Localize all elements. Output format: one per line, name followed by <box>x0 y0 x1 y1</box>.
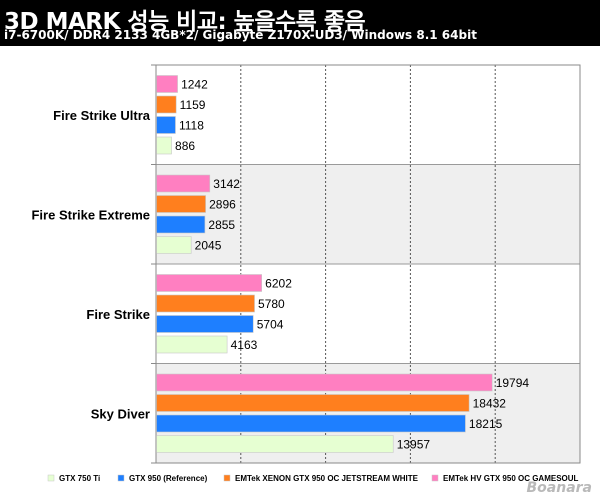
data-label-emtek-xenon-gtx-950-oc-jetstream-white-sky-diver: 18432 <box>473 397 507 411</box>
bar-emtek-xenon-gtx-950-oc-jetstream-white-fire-strike <box>156 294 255 313</box>
bar-emtek-hv-gtx-950-oc-gamesoul-sky-diver <box>156 373 493 392</box>
data-label-emtek-xenon-gtx-950-oc-jetstream-white-fire-strike: 5780 <box>258 297 285 311</box>
data-label-gtx-750-ti-sky-diver: 13957 <box>397 438 431 452</box>
legend-swatch-emtek-hv-gtx-950-oc-gamesoul <box>431 474 439 482</box>
bar-gtx-750-ti-sky-diver <box>156 435 394 453</box>
bar-emtek-hv-gtx-950-oc-gamesoul-fire-strike <box>156 274 262 292</box>
bar-emtek-xenon-gtx-950-oc-jetstream-white-fire-strike-ultra <box>156 95 177 114</box>
bar-gtx-750-ti-fire-strike-extreme <box>156 236 192 254</box>
legend-label-gtx-950-reference: GTX 950 (Reference) <box>129 474 208 483</box>
data-label-emtek-hv-gtx-950-oc-gamesoul-fire-strike-ultra: 1242 <box>181 78 208 92</box>
bar-emtek-xenon-gtx-950-oc-jetstream-white-sky-diver <box>156 394 470 412</box>
data-label-gtx-950-reference-fire-strike-ultra: 1118 <box>179 119 204 133</box>
legend-swatch-emtek-xenon-gtx-950-oc-jetstream-white <box>223 474 231 482</box>
bar-gtx-950-reference-fire-strike-extreme <box>156 215 206 234</box>
bar-gtx-950-reference-fire-strike <box>156 315 254 333</box>
chart-header: 3D MARK 성능 비교: 높을수록 좋음 i7-6700K/ DDR4 21… <box>0 0 600 46</box>
chart-title: 3D MARK 성능 비교: 높을수록 좋음 <box>4 9 366 35</box>
legend-label-emtek-xenon-gtx-950-oc-jetstream-white: EMTek XENON GTX 950 OC JETSTREAM WHITE <box>235 474 419 483</box>
data-label-gtx-750-ti-fire-strike-extreme: 2045 <box>195 239 222 253</box>
legend-swatch-gtx-950-reference <box>117 474 125 482</box>
category-label-fire-strike-extreme: Fire Strike Extreme <box>31 207 150 222</box>
bar-gtx-950-reference-fire-strike-ultra <box>156 116 176 134</box>
bar-emtek-hv-gtx-950-oc-gamesoul-fire-strike-ultra <box>156 75 178 93</box>
data-label-gtx-750-ti-fire-strike-ultra: 886 <box>175 139 195 153</box>
category-label-fire-strike-ultra: Fire Strike Ultra <box>53 108 151 123</box>
data-label-gtx-950-reference-fire-strike: 5704 <box>257 318 284 332</box>
data-label-gtx-950-reference-fire-strike-extreme: 2855 <box>208 218 235 232</box>
data-label-emtek-hv-gtx-950-oc-gamesoul-fire-strike-extreme: 3142 <box>213 177 240 191</box>
data-label-gtx-750-ti-fire-strike: 4163 <box>231 338 258 352</box>
watermark-logo: Boanara <box>526 480 592 496</box>
category-label-fire-strike: Fire Strike <box>86 307 150 322</box>
legend-swatch-gtx-750-ti <box>47 474 55 482</box>
legend-label-gtx-750-ti: GTX 750 Ti <box>59 474 100 483</box>
data-label-gtx-950-reference-sky-diver: 18215 <box>469 417 503 431</box>
bar-gtx-950-reference-sky-diver <box>156 414 466 433</box>
data-label-emtek-xenon-gtx-950-oc-jetstream-white-fire-strike-extreme: 2896 <box>209 198 236 212</box>
legend-label-emtek-hv-gtx-950-oc-gamesoul: EMTek HV GTX 950 OC GAMESOUL <box>443 474 579 483</box>
bar-emtek-xenon-gtx-950-oc-jetstream-white-fire-strike-extreme <box>156 195 206 213</box>
category-label-sky-diver: Sky Diver <box>91 406 150 421</box>
data-label-emtek-xenon-gtx-950-oc-jetstream-white-fire-strike-ultra: 1159 <box>180 98 206 112</box>
bar-gtx-750-ti-fire-strike <box>156 335 228 354</box>
chart-subtitle: i7-6700K/ DDR4 2133 4GB*2/ Gigabyte Z170… <box>4 28 477 42</box>
band-fire-strike-ultra <box>156 65 580 165</box>
bar-gtx-750-ti-fire-strike-ultra <box>156 136 172 155</box>
data-label-emtek-hv-gtx-950-oc-gamesoul-fire-strike: 6202 <box>265 277 292 291</box>
band-fire-strike-extreme <box>156 164 580 264</box>
data-label-emtek-hv-gtx-950-oc-gamesoul-sky-diver: 19794 <box>496 376 530 390</box>
bar-emtek-hv-gtx-950-oc-gamesoul-fire-strike-extreme <box>156 174 211 193</box>
